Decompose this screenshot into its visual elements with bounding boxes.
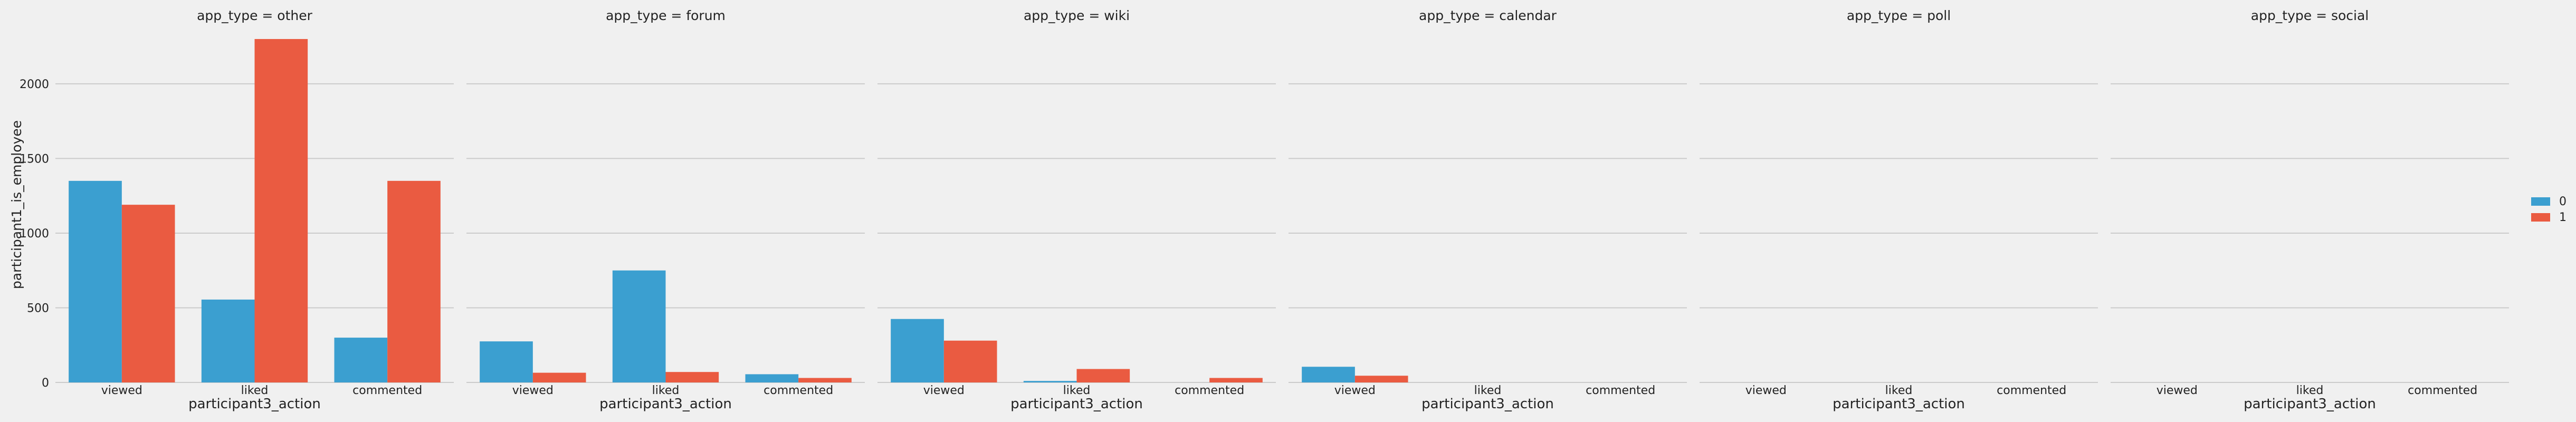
bar-liked-series-0 [1023,381,1077,382]
bar-viewed-series-1 [943,340,997,382]
x-tick-label: liked [1063,384,1091,397]
x-axis-label: participant3_action [1421,396,1554,412]
x-tick-label: viewed [512,384,554,397]
facet-panel-0: 0 500 1000 1500 2000 app_type = other viewed li… [20,8,454,412]
x-tick-label: commented [1586,384,1655,397]
facet-title: app_type = calendar [1419,8,1557,23]
facet-title: app_type = wiki [1024,8,1130,23]
x-tick-label: liked [652,384,680,397]
y-tick-label: 2000 [20,78,49,91]
x-axis-label: participant3_action [1833,396,1965,412]
x-tick-label: viewed [923,384,965,397]
x-tick-label: commented [352,384,422,397]
legend-label-0: 0 [2559,195,2567,208]
bar-liked-series-1 [1076,369,1130,382]
bar-commented-series-1 [1209,378,1263,382]
facet-panel-5: app_type = social viewed liked commented par… [2111,8,2509,412]
bar-viewed-series-1 [1354,376,1408,382]
bar-liked-series-0 [201,299,255,382]
legend-swatch-1 [2531,213,2550,222]
bar-viewed-series-0 [480,341,533,382]
x-axis-label: participant3_action [599,396,732,412]
facet-title: app_type = social [2251,8,2369,23]
facet-panel-1: app_type = forum viewed liked commented part… [466,8,865,412]
x-tick-label: viewed [1334,384,1376,397]
facet-title: app_type = other [197,8,313,23]
x-tick-label: commented [764,384,833,397]
bar-liked-series-1 [254,39,308,383]
x-tick-label: viewed [1745,384,1787,397]
bar-commented-series-1 [798,378,852,382]
facet-panel-2: app_type = wiki viewed liked commented parti… [877,8,1276,412]
x-tick-label: liked [1474,384,1502,397]
facet-title: app_type = poll [1847,8,1951,23]
x-tick-label: liked [2296,384,2324,397]
x-tick-label: commented [1175,384,1244,397]
bar-commented-series-0 [334,338,388,382]
y-axis-label: participant1_is_employee [9,120,24,289]
x-tick-label: commented [1997,384,2066,397]
x-tick-label: viewed [2157,384,2198,397]
x-tick-label: commented [2408,384,2477,397]
x-tick-label: liked [1885,384,1913,397]
bar-commented-series-0 [745,374,799,382]
bar-viewed-series-0 [891,319,944,382]
facet-panel-4: app_type = poll viewed liked commented parti… [1700,8,2098,412]
bar-commented-series-1 [387,180,441,382]
facet-title: app_type = forum [606,8,726,23]
legend-swatch-0 [2531,197,2550,206]
y-tick-label: 500 [27,302,49,315]
y-tick-label: 0 [42,377,49,390]
y-tick-label: 1500 [20,152,49,166]
x-tick-label: viewed [101,384,142,397]
bar-viewed-series-0 [69,180,122,382]
bar-viewed-series-1 [532,372,586,382]
x-axis-label: participant3_action [1010,396,1143,412]
legend-label-1: 1 [2559,211,2567,224]
legend: 01 [2531,195,2567,224]
bar-viewed-series-1 [121,205,175,382]
bar-liked-series-1 [665,372,719,382]
facet-panel-3: app_type = calendar viewed liked commented p… [1289,8,1687,412]
x-axis-label: participant3_action [188,396,321,412]
bar-liked-series-0 [612,270,666,382]
x-tick-label: liked [241,384,269,397]
bar-viewed-series-0 [1302,367,1355,382]
y-tick-label: 1000 [20,227,49,241]
x-axis-label: participant3_action [2244,396,2376,412]
